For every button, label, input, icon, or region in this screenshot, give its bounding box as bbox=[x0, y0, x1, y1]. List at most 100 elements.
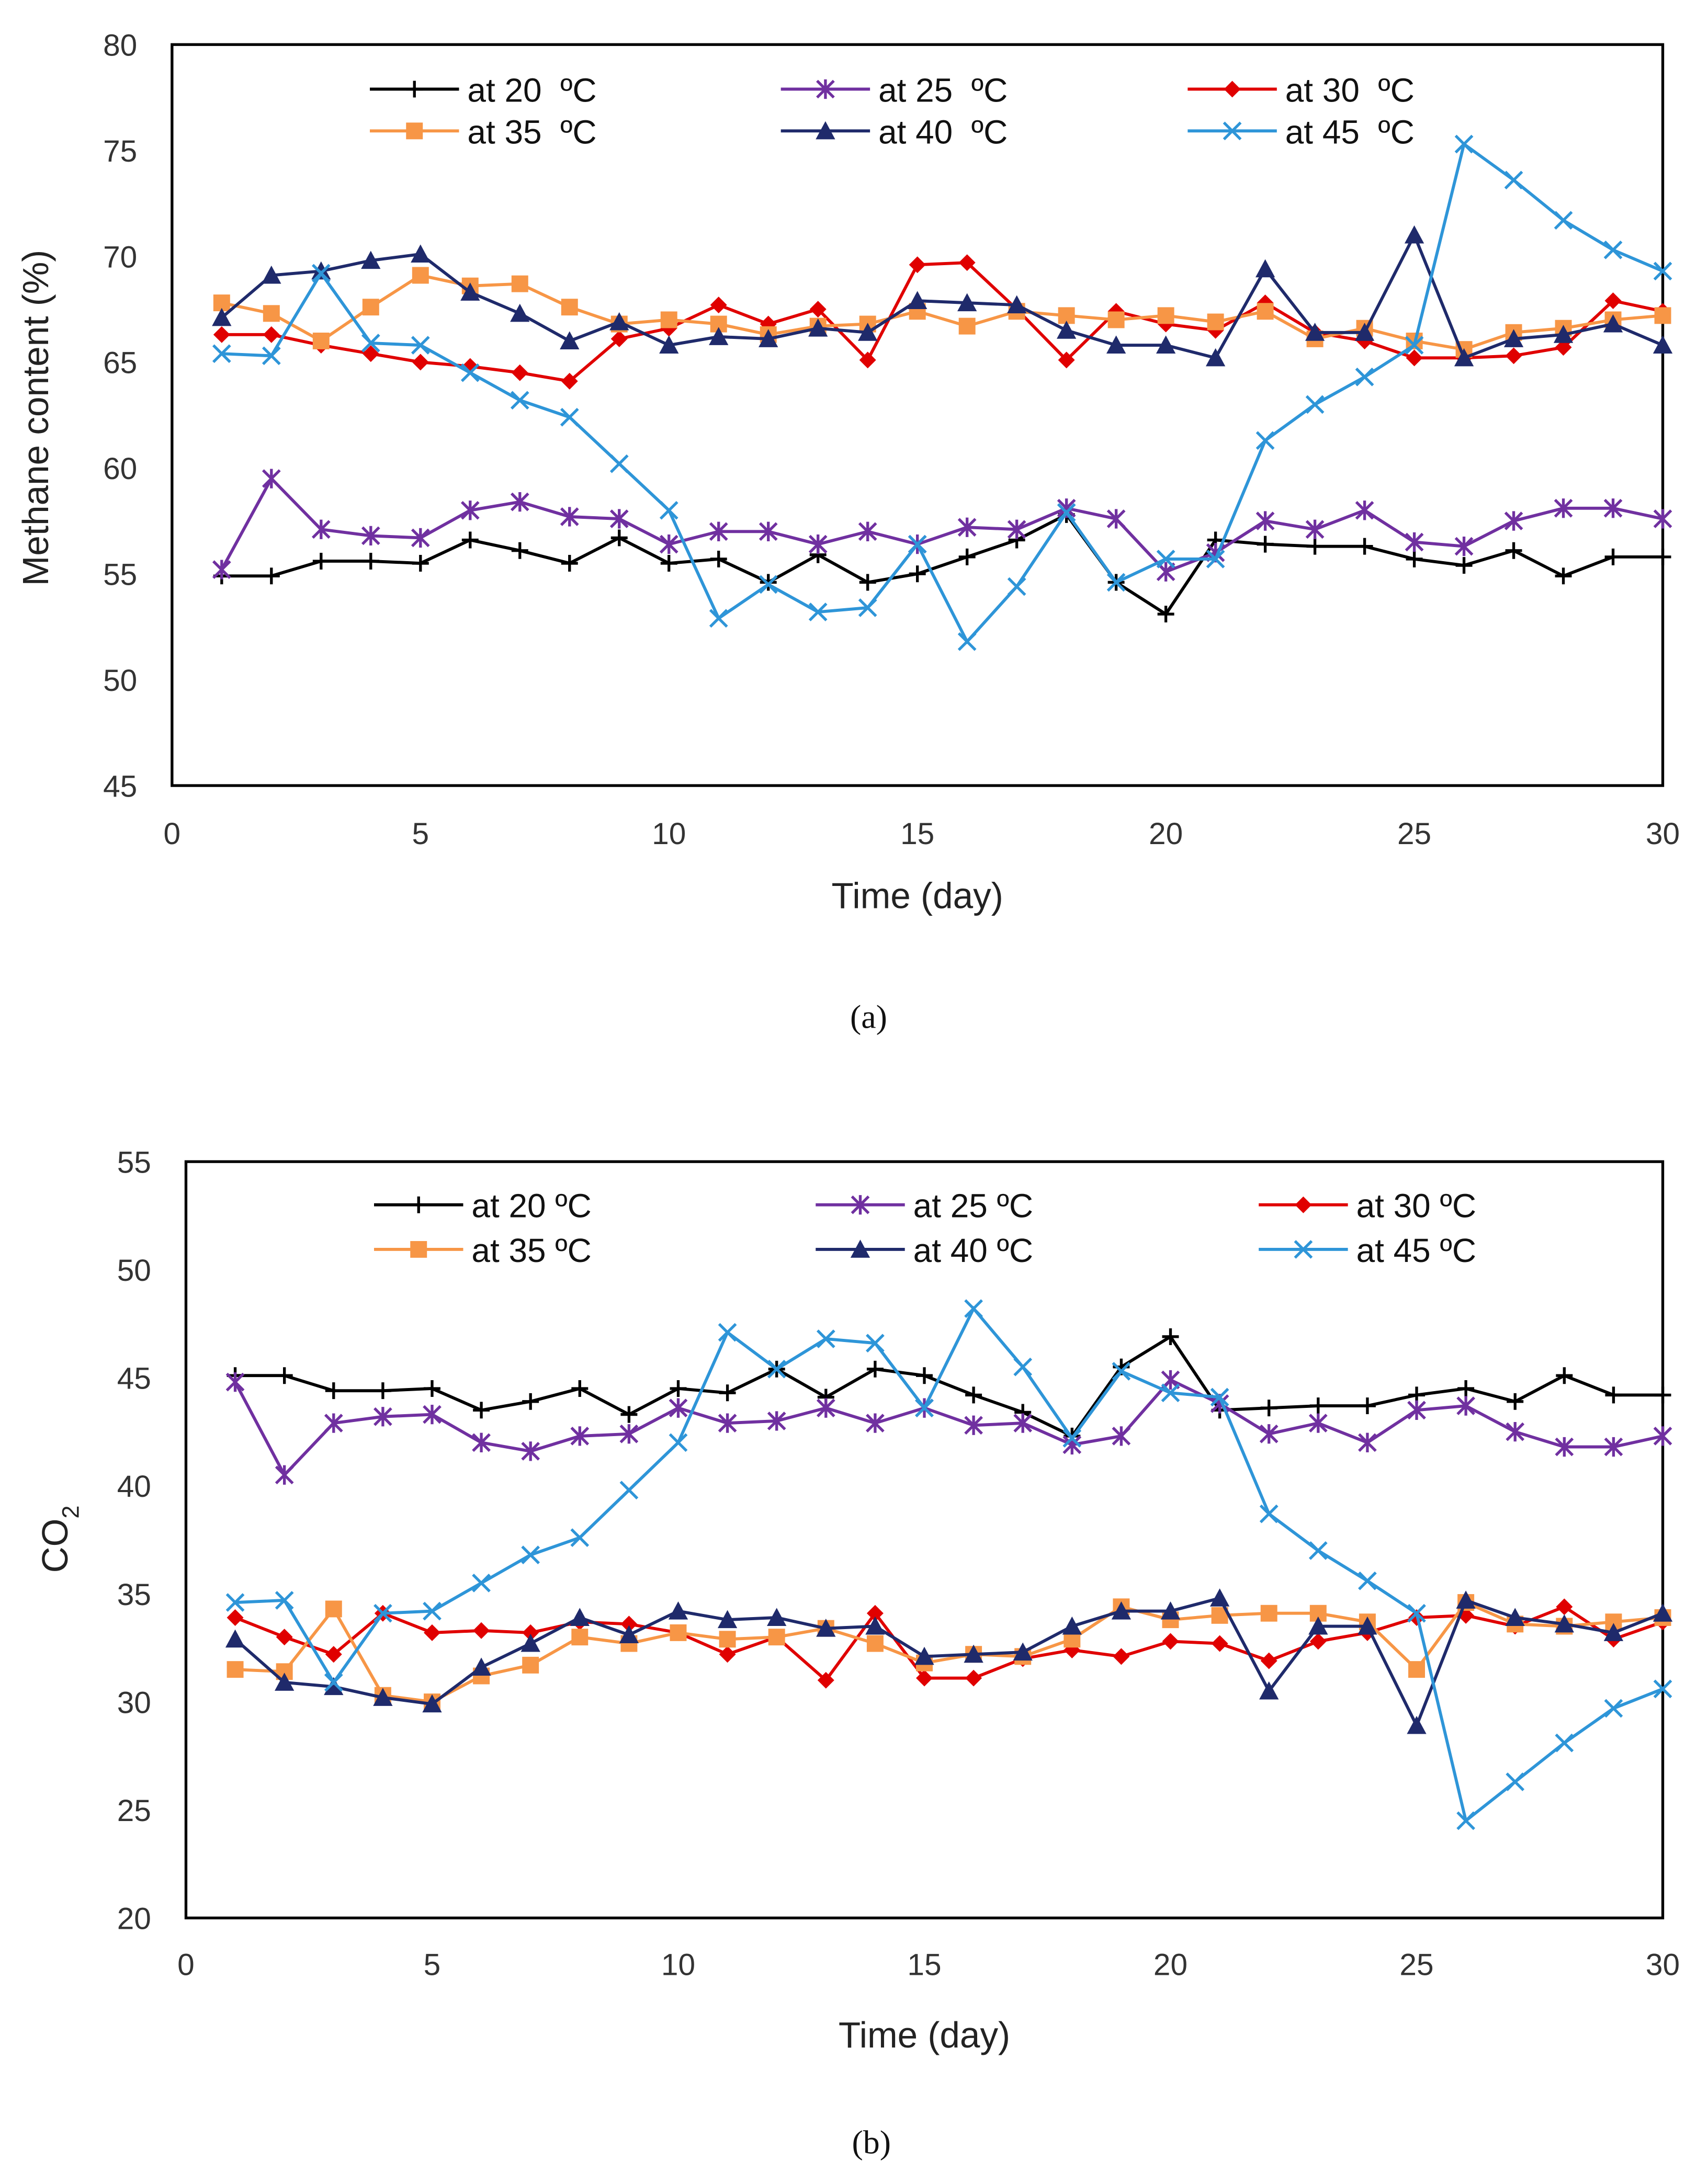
data-point bbox=[1407, 1400, 1426, 1420]
data-point bbox=[1107, 311, 1125, 328]
data-point bbox=[324, 1413, 343, 1433]
data-point bbox=[660, 311, 677, 328]
data-point bbox=[311, 519, 331, 539]
data-point bbox=[1603, 1623, 1624, 1641]
x-tick-label: 0 bbox=[164, 817, 181, 851]
legend-label: at 35 ºC bbox=[467, 113, 596, 151]
data-point bbox=[311, 264, 331, 283]
data-point bbox=[1356, 538, 1373, 555]
y-axis-label: CO2 bbox=[35, 1505, 84, 1573]
data-point bbox=[510, 303, 530, 322]
data-point bbox=[510, 492, 529, 512]
data-point bbox=[1654, 548, 1671, 565]
data-point bbox=[325, 1382, 342, 1400]
data-point bbox=[511, 364, 528, 381]
data-point bbox=[957, 517, 977, 537]
x-tick-label: 5 bbox=[412, 817, 429, 851]
series-line bbox=[234, 1605, 1664, 1683]
data-point bbox=[1259, 1424, 1279, 1444]
data-point bbox=[1405, 336, 1424, 355]
data-point bbox=[660, 555, 677, 572]
data-point bbox=[859, 574, 876, 591]
data-point bbox=[1504, 170, 1523, 190]
data-point bbox=[411, 244, 431, 263]
series-t30 bbox=[227, 1598, 1671, 1689]
x-tick-label: 5 bbox=[424, 1948, 441, 1982]
data-point bbox=[767, 1359, 786, 1379]
data-point bbox=[1013, 1642, 1033, 1661]
data-point bbox=[1007, 577, 1026, 596]
data-point bbox=[1554, 1614, 1574, 1633]
data-point bbox=[325, 1600, 342, 1618]
data-point bbox=[262, 469, 281, 488]
data-point bbox=[225, 1629, 245, 1648]
data-point bbox=[957, 632, 977, 651]
data-point bbox=[571, 1380, 589, 1397]
data-point bbox=[1408, 1661, 1425, 1678]
legend-label: at 45 ºC bbox=[1285, 113, 1415, 151]
data-point bbox=[1162, 1633, 1179, 1650]
x-tick-label: 20 bbox=[1149, 817, 1183, 851]
data-point bbox=[866, 1635, 884, 1652]
data-point bbox=[957, 293, 977, 312]
data-point bbox=[1407, 1603, 1426, 1623]
data-point bbox=[1554, 211, 1573, 230]
data-point bbox=[1654, 1386, 1671, 1404]
data-point bbox=[1553, 325, 1574, 343]
data-point bbox=[1456, 1811, 1475, 1830]
data-point bbox=[1007, 295, 1027, 314]
series-t25 bbox=[225, 1370, 1672, 1485]
data-point bbox=[225, 1593, 245, 1612]
data-point bbox=[1156, 335, 1176, 354]
plot-area bbox=[184, 1160, 1665, 1919]
data-point bbox=[710, 550, 727, 567]
data-point bbox=[362, 299, 379, 316]
legend-entry: at 20 ºC bbox=[370, 71, 597, 109]
data-point bbox=[1653, 1679, 1672, 1699]
series-line bbox=[235, 1305, 1664, 1824]
data-point bbox=[965, 1386, 982, 1404]
data-point bbox=[866, 1360, 884, 1378]
series-t20 bbox=[227, 1328, 1671, 1444]
y-tick-label: 60 bbox=[103, 452, 137, 486]
co2-chart: 20 25 30 35 40 45 50 55 0 5 10 15 20 25 30 Time (day) CO… bbox=[35, 1145, 1680, 2160]
data-point bbox=[1207, 313, 1224, 331]
data-point bbox=[423, 1624, 440, 1641]
data-point bbox=[1205, 348, 1226, 367]
data-point bbox=[212, 308, 232, 326]
data-point bbox=[1161, 1383, 1180, 1403]
data-point bbox=[362, 552, 379, 570]
data-point bbox=[263, 305, 280, 322]
y-tick-label: 65 bbox=[103, 346, 137, 380]
data-point bbox=[719, 1646, 736, 1663]
data-point bbox=[472, 1432, 491, 1452]
data-point bbox=[964, 1415, 983, 1435]
data-point bbox=[411, 528, 430, 548]
legend-entry: at 25 ºC bbox=[816, 1187, 1033, 1225]
data-point bbox=[571, 1629, 589, 1646]
legend-entry: at 20 ºC bbox=[374, 1187, 592, 1225]
data-point bbox=[561, 299, 578, 316]
data-point bbox=[510, 391, 529, 410]
data-point bbox=[325, 1646, 342, 1663]
data-point bbox=[914, 1646, 934, 1665]
series-t40 bbox=[225, 1588, 1673, 1734]
chart-caption: (a) bbox=[850, 998, 887, 1035]
y-tick-label: 40 bbox=[117, 1470, 151, 1504]
series-t20 bbox=[213, 506, 1671, 623]
data-point bbox=[808, 318, 828, 337]
data-point bbox=[263, 326, 280, 343]
data-point bbox=[1555, 1733, 1574, 1753]
data-point bbox=[866, 1413, 885, 1433]
data-point bbox=[1157, 606, 1174, 623]
data-point bbox=[412, 354, 429, 371]
data-point bbox=[1162, 1328, 1179, 1345]
data-point bbox=[213, 326, 230, 343]
data-point bbox=[423, 1380, 440, 1397]
data-point bbox=[412, 267, 429, 284]
data-point bbox=[212, 344, 231, 363]
data-point bbox=[324, 1673, 343, 1692]
data-point bbox=[1554, 498, 1573, 518]
data-point bbox=[866, 1334, 885, 1353]
legend-marker bbox=[1223, 121, 1242, 141]
